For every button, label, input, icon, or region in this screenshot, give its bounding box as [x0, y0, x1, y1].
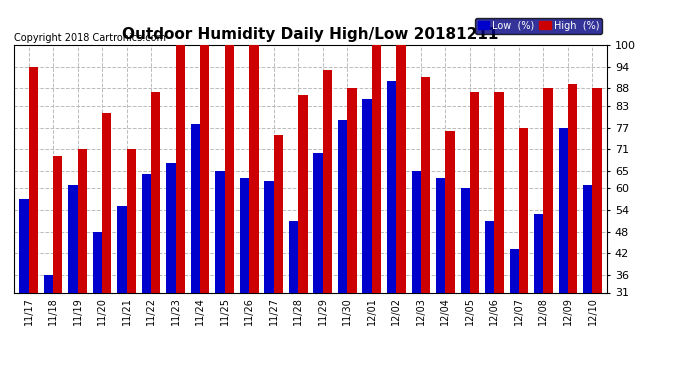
Bar	[117, 206, 126, 292]
Bar	[534, 214, 544, 292]
Bar	[225, 45, 234, 292]
Legend: Low  (%), High  (%): Low (%), High (%)	[475, 18, 602, 33]
Bar	[411, 171, 421, 292]
Bar	[102, 113, 111, 292]
Bar	[485, 221, 495, 292]
Bar	[142, 174, 151, 292]
Bar	[264, 181, 274, 292]
Bar	[593, 88, 602, 292]
Bar	[28, 66, 38, 292]
Bar	[92, 231, 102, 292]
Bar	[323, 70, 332, 292]
Bar	[460, 189, 470, 292]
Bar	[470, 92, 479, 292]
Bar	[200, 45, 210, 292]
Bar	[43, 274, 53, 292]
Bar	[338, 120, 347, 292]
Bar	[274, 135, 283, 292]
Text: Copyright 2018 Cartronics.com: Copyright 2018 Cartronics.com	[14, 33, 166, 42]
Bar	[191, 124, 200, 292]
Bar	[19, 199, 28, 292]
Bar	[495, 92, 504, 292]
Bar	[445, 131, 455, 292]
Bar	[362, 99, 372, 292]
Bar	[289, 221, 298, 292]
Bar	[68, 185, 77, 292]
Bar	[510, 249, 519, 292]
Bar	[559, 128, 568, 292]
Bar	[298, 95, 308, 292]
Bar	[544, 88, 553, 292]
Bar	[347, 88, 357, 292]
Bar	[372, 45, 381, 292]
Bar	[436, 178, 445, 292]
Bar	[240, 178, 249, 292]
Bar	[568, 84, 578, 292]
Bar	[53, 156, 62, 292]
Bar	[151, 92, 161, 292]
Bar	[519, 128, 529, 292]
Bar	[583, 185, 593, 292]
Bar	[313, 153, 323, 292]
Bar	[249, 45, 259, 292]
Bar	[387, 81, 396, 292]
Bar	[126, 149, 136, 292]
Bar	[396, 45, 406, 292]
Bar	[166, 164, 176, 292]
Bar	[77, 149, 87, 292]
Title: Outdoor Humidity Daily High/Low 20181211: Outdoor Humidity Daily High/Low 20181211	[122, 27, 499, 42]
Bar	[215, 171, 225, 292]
Bar	[176, 45, 185, 292]
Bar	[421, 77, 430, 292]
